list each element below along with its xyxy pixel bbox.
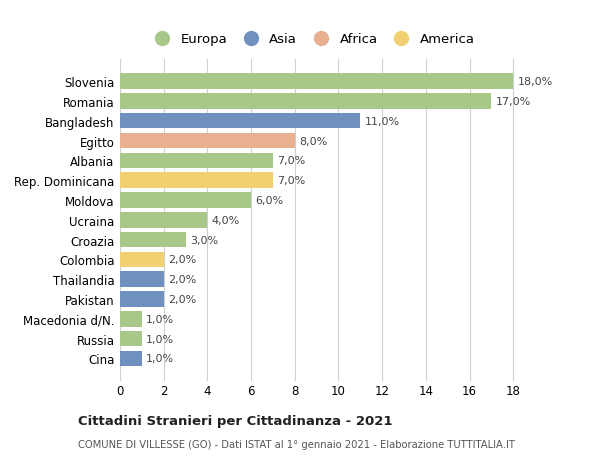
Bar [120, 311, 142, 327]
Text: COMUNE DI VILLESSE (GO) - Dati ISTAT al 1° gennaio 2021 - Elaborazione TUTTITALI: COMUNE DI VILLESSE (GO) - Dati ISTAT al … [78, 440, 515, 449]
Text: 1,0%: 1,0% [146, 334, 175, 344]
Legend: Europa, Asia, Africa, America: Europa, Asia, Africa, America [145, 29, 479, 50]
Bar [120, 74, 513, 90]
Text: 2,0%: 2,0% [168, 294, 196, 304]
Text: 7,0%: 7,0% [277, 176, 305, 186]
Bar [120, 94, 491, 109]
Text: 11,0%: 11,0% [365, 117, 400, 127]
Bar [120, 252, 164, 268]
Text: 7,0%: 7,0% [277, 156, 305, 166]
Bar [120, 331, 142, 347]
Bar [120, 193, 251, 208]
Text: 2,0%: 2,0% [168, 274, 196, 285]
Bar [120, 153, 273, 169]
Text: 6,0%: 6,0% [256, 196, 284, 206]
Bar [120, 272, 164, 287]
Text: 4,0%: 4,0% [212, 215, 240, 225]
Bar [120, 173, 273, 189]
Bar [120, 114, 361, 129]
Text: 1,0%: 1,0% [146, 314, 175, 324]
Text: Cittadini Stranieri per Cittadinanza - 2021: Cittadini Stranieri per Cittadinanza - 2… [78, 414, 392, 428]
Text: 3,0%: 3,0% [190, 235, 218, 245]
Bar [120, 291, 164, 307]
Text: 18,0%: 18,0% [518, 77, 553, 87]
Text: 1,0%: 1,0% [146, 354, 175, 364]
Text: 2,0%: 2,0% [168, 255, 196, 265]
Bar [120, 232, 185, 248]
Bar [120, 351, 142, 366]
Bar [120, 134, 295, 149]
Bar [120, 213, 208, 228]
Text: 17,0%: 17,0% [496, 97, 531, 107]
Text: 8,0%: 8,0% [299, 136, 328, 146]
